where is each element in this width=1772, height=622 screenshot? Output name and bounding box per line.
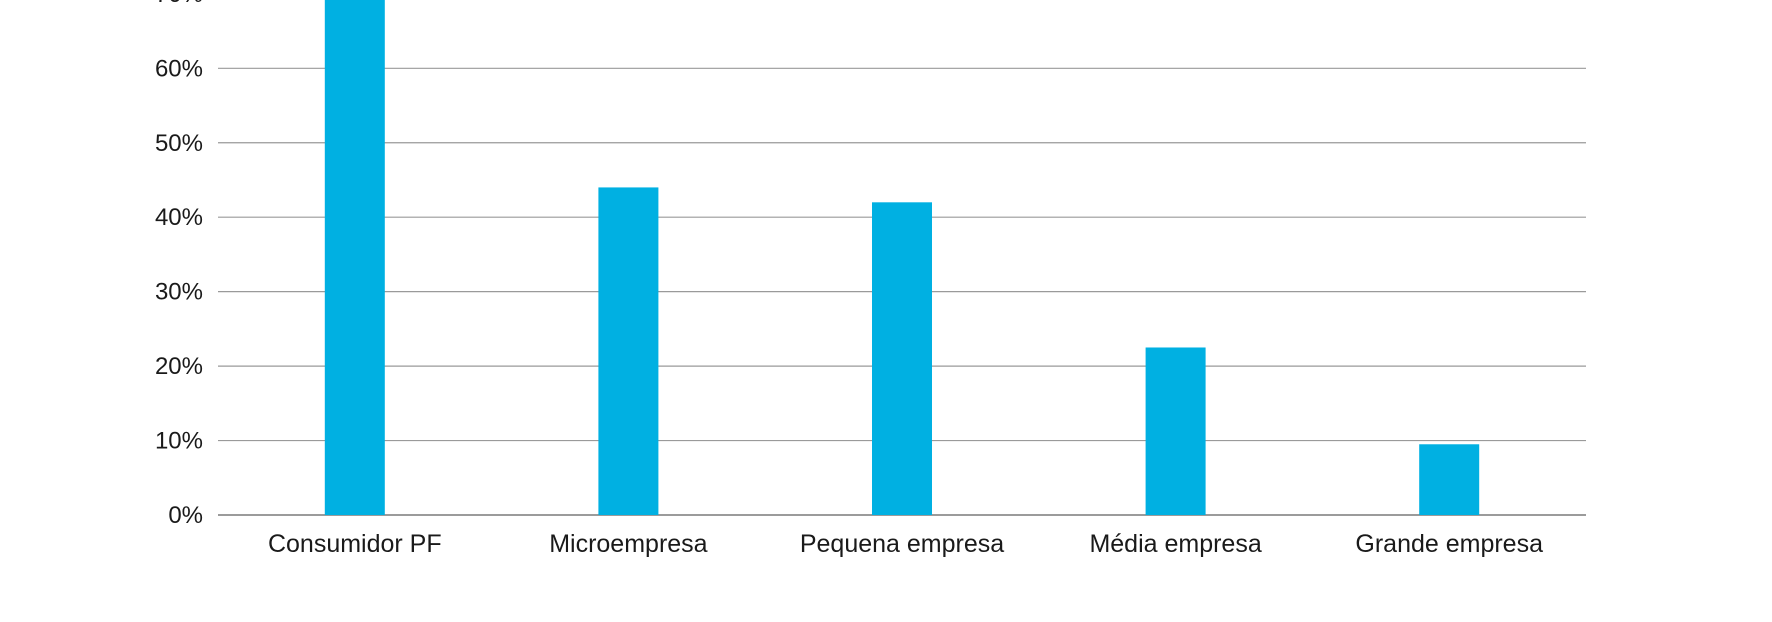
y-tick-label: 50%: [155, 130, 203, 157]
bar-m-dia-empresa: [1145, 347, 1206, 515]
y-tick-label: 20%: [155, 353, 203, 380]
bar-consumidor-pf: [324, 0, 385, 516]
x-axis-category-labels: Consumidor PF Microempresa Pequena empresa…: [268, 530, 1543, 558]
x-category-label: Consumidor PF: [268, 530, 442, 558]
x-category-label: Pequena empresa: [800, 530, 1004, 558]
bar-grande-empresa: [1419, 444, 1480, 515]
bar-series: [324, 0, 1480, 516]
y-tick-label: 40%: [155, 204, 203, 231]
x-category-label: Microempresa: [549, 530, 707, 558]
bar-microempresa: [598, 187, 659, 516]
y-tick-label: 30%: [155, 279, 203, 306]
bar-pequena-empresa: [872, 202, 932, 515]
x-category-label: Grande empresa: [1355, 530, 1543, 558]
y-axis-tick-labels: 0% 10% 20% 30% 40% 50% 60% 70%: [155, 0, 203, 529]
y-tick-label: 70%: [155, 0, 203, 8]
x-category-label: Média empresa: [1089, 530, 1261, 558]
y-tick-label: 60%: [155, 55, 203, 82]
y-tick-label: 10%: [155, 428, 203, 455]
y-tick-label: 0%: [168, 502, 203, 529]
